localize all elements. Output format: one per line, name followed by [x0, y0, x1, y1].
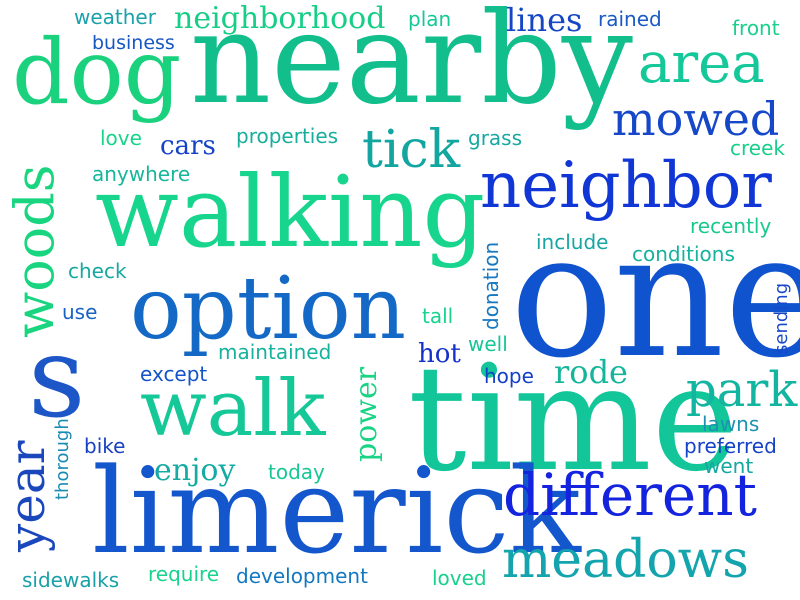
word-s: s: [28, 313, 86, 443]
word-bike: bike: [84, 434, 126, 458]
word-dog: dog: [12, 20, 182, 125]
word-plan: plan: [408, 7, 452, 31]
word-sending: sending: [771, 282, 792, 354]
word-walk: walk: [140, 364, 326, 454]
word-today: today: [268, 460, 325, 484]
word-neighborhood: neighborhood: [174, 1, 386, 36]
word-lawns: lawns: [702, 412, 760, 436]
word-loved: loved: [432, 566, 487, 590]
word-power: power: [349, 366, 384, 462]
word-conditions: conditions: [632, 242, 735, 266]
word-walking: walking: [95, 156, 486, 270]
word-area: area: [638, 31, 765, 96]
word-neighbor: neighbor: [480, 149, 772, 223]
word-business: business: [92, 32, 175, 54]
word-enjoy: enjoy: [154, 453, 236, 488]
word-recently: recently: [690, 214, 772, 238]
word-cars: cars: [160, 131, 216, 161]
word-check: check: [68, 259, 127, 283]
word-hope: hope: [484, 364, 534, 388]
word-option: option: [130, 259, 407, 359]
word-tall: tall: [422, 304, 454, 328]
word-sidewalks: sidewalks: [22, 568, 120, 592]
word-development: development: [236, 564, 368, 588]
word-rode: rode: [554, 353, 628, 391]
word-anywhere: anywhere: [92, 162, 191, 186]
word-properties: properties: [236, 124, 339, 148]
word-grass: grass: [468, 126, 523, 150]
word-tick: tick: [362, 120, 461, 180]
word-include: include: [536, 230, 609, 254]
word-weather: weather: [74, 5, 156, 29]
word-front: front: [732, 16, 780, 40]
word-one: one: [510, 195, 800, 396]
word-lines: lines: [506, 1, 583, 39]
word-meadows: meadows: [502, 530, 749, 590]
word-mowed: mowed: [612, 92, 780, 146]
word-park: park: [686, 362, 798, 418]
word-hot: hot: [418, 339, 461, 369]
word-woods: woods: [3, 164, 66, 338]
word-time: time: [408, 334, 739, 504]
word-well: well: [468, 332, 508, 356]
word-limerick: limerick: [92, 442, 581, 580]
word-use: use: [62, 300, 98, 324]
word-preferred: preferred: [684, 434, 777, 458]
word-year: year: [0, 440, 56, 552]
word-different: different: [503, 461, 757, 529]
word-require: require: [148, 562, 220, 586]
word-rained: rained: [598, 7, 662, 31]
word-donation: donation: [479, 241, 503, 330]
word-went: went: [704, 454, 754, 478]
word-maintained: maintained: [218, 340, 332, 364]
word-except: except: [140, 362, 208, 386]
word-creek: creek: [730, 136, 785, 160]
word-thorough: thorough: [52, 418, 73, 500]
word-nearby: nearby: [190, 0, 633, 132]
word-love: love: [100, 126, 142, 150]
